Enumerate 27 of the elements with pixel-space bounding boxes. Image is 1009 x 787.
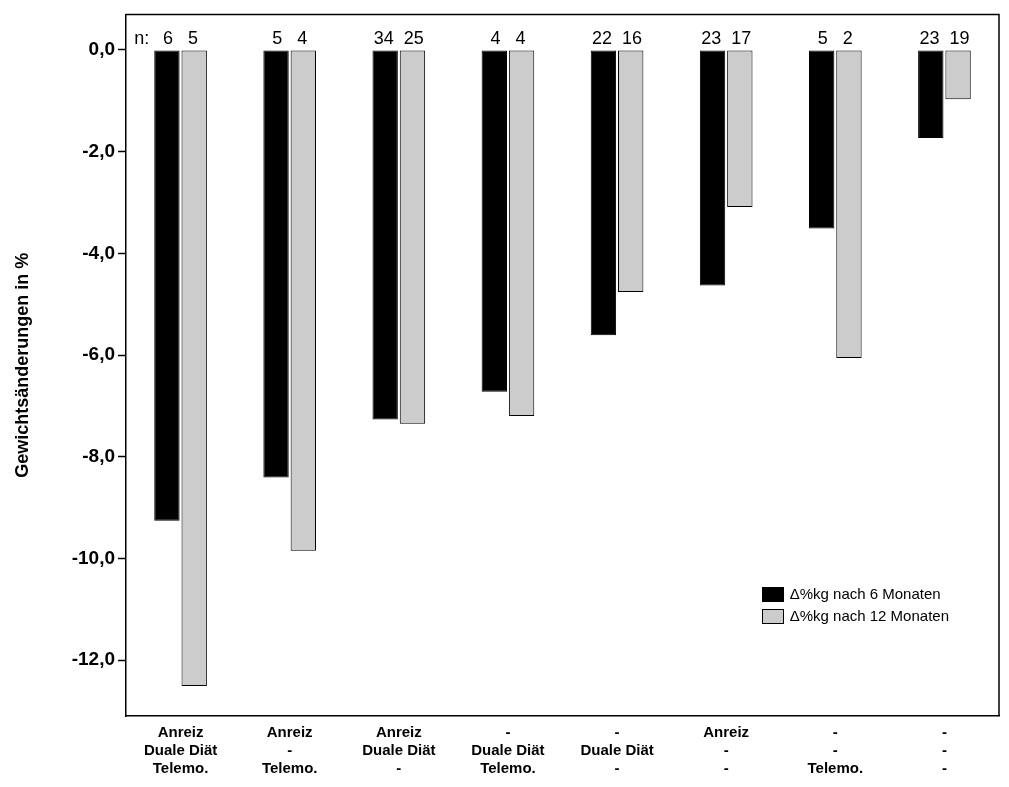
- annotation: 23 19: [919, 27, 970, 48]
- x-tick-label: - Duale Diät Telemo.: [471, 723, 545, 777]
- x-tick-label: Anreiz - -: [703, 723, 750, 777]
- y-tick-label: -2,0: [82, 139, 115, 161]
- y-axis-title: Gewichtsänderungen in %: [11, 252, 32, 478]
- legend-label: Δ%kg nach 6 Monaten: [789, 584, 941, 604]
- y-tick-label: -8,0: [82, 444, 115, 466]
- y-tick-label: -12,0: [71, 648, 115, 670]
- annotation: 23 17: [701, 27, 752, 48]
- x-tick-label: - Duale Diät -: [580, 723, 654, 777]
- x-tick-label: Anreiz Duale Diät -: [362, 723, 436, 777]
- x-tick-label: Anreiz - Telemo.: [261, 723, 318, 777]
- annotation: 5 2: [817, 27, 853, 48]
- x-tick-label: Anreiz Duale Diät Telemo.: [143, 723, 218, 777]
- annotation: 22 16: [592, 27, 643, 48]
- y-tick-label: 0,0: [88, 38, 115, 60]
- annotation: 34 25: [373, 27, 424, 48]
- y-tick-label: -4,0: [82, 241, 115, 263]
- annotation: n:: [134, 27, 150, 48]
- x-tick-label: - - -: [941, 723, 947, 777]
- y-tick-label: -6,0: [82, 343, 115, 365]
- legend-label: Δ%kg nach 12 Monaten: [789, 606, 949, 626]
- annotation: 4 4: [490, 27, 526, 48]
- annotation: 6 5: [163, 27, 199, 48]
- annotation: 5 4: [272, 27, 308, 48]
- x-tick-label: - - Telemo.: [807, 723, 864, 777]
- y-tick-label: -10,0: [71, 546, 115, 568]
